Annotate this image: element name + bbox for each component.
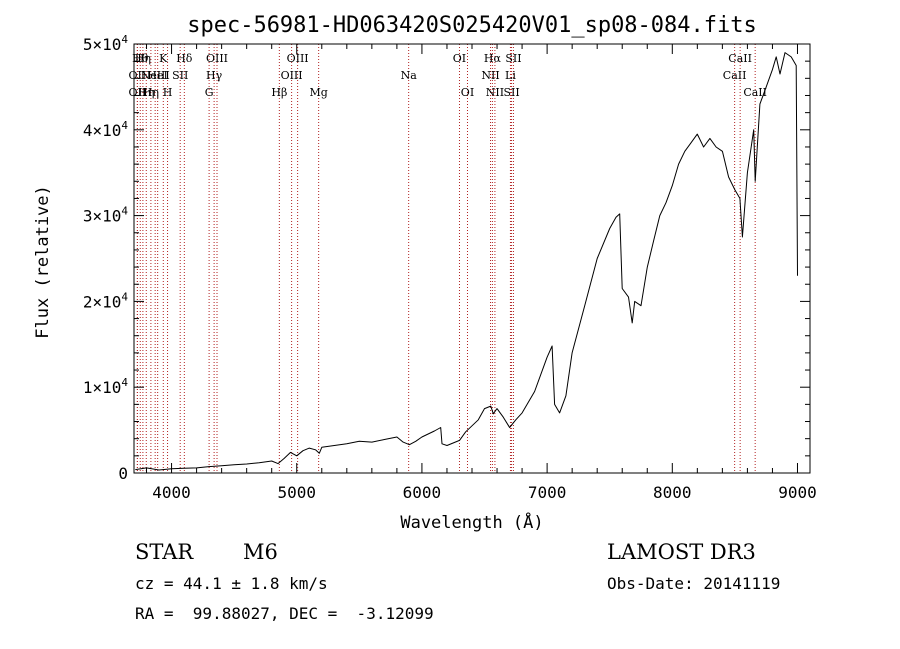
line-label-10: SII [172, 69, 188, 82]
x-axis-label: Wavelength (Å) [400, 511, 543, 533]
line-label-24: NII [486, 86, 504, 99]
observation-date: Obs-Date: 20141119 [607, 574, 781, 593]
spectrum-series [135, 52, 798, 471]
spectral-line-labels: OIIOIIHθHηHηHηNeIIIHeIKHSIIHδGHγOIIIHβOI… [129, 52, 767, 99]
line-label-8: K [159, 52, 168, 65]
tick-labels: 4000 5000 6000 7000 8000 9000 0 1×104 2×104 3×104… [83, 33, 817, 502]
line-label-25: Li [505, 69, 516, 82]
line-label-0: OII [129, 69, 147, 82]
line-label-23: Hα [484, 52, 502, 65]
line-label-29: CaII [728, 52, 752, 65]
line-label-18: Mg [309, 86, 327, 99]
line-label-26: SII [503, 86, 519, 99]
x-tick-label-3: 7000 [528, 483, 567, 502]
line-label-3: Hη [135, 52, 151, 65]
redshift-value: cz = 44.1 ± 1.8 km/s [135, 574, 328, 593]
line-label-17: OIII [287, 52, 309, 65]
y-axis-label: Flux (relative) [33, 185, 53, 339]
line-label-20: OI [453, 52, 466, 65]
line-label-1: OII [129, 86, 147, 99]
line-label-13: Hγ [206, 69, 223, 82]
x-tick-label-1: 5000 [277, 483, 316, 502]
line-label-7: HeI [147, 69, 167, 82]
x-tick-label-0: 4000 [152, 483, 191, 502]
axes-frame [133, 43, 811, 474]
line-label-22: NII [481, 69, 499, 82]
line-label-6: NeIII [141, 69, 170, 82]
line-label-9: H [163, 86, 173, 99]
y-tick-label-3: 3×104 [83, 205, 129, 226]
line-label-30: CaII [743, 86, 767, 99]
series-line-spectrum [135, 52, 798, 471]
sky-position: RA = 99.88027, DEC = -3.12099 [135, 604, 434, 623]
line-label-27: SII [505, 52, 521, 65]
y-tick-label-4: 4×104 [83, 119, 129, 140]
y-tick-label-1: 1×104 [83, 376, 129, 397]
object-class: STAR [135, 540, 194, 564]
line-label-2: Hθ [132, 52, 149, 65]
y-tick-label-0: 0 [118, 464, 128, 483]
x-tick-label-5: 9000 [778, 483, 817, 502]
object-subclass: M6 [243, 540, 278, 564]
line-label-16: OIII [281, 69, 303, 82]
y-tick-label-5: 5×104 [83, 33, 129, 54]
y-tick-label-2: 2×104 [83, 290, 129, 311]
line-label-15: Hβ [271, 86, 287, 99]
line-label-5: Hη [143, 86, 159, 99]
axis-ticks [134, 43, 810, 474]
line-label-21: OI [461, 86, 474, 99]
line-label-19: Na [401, 69, 418, 82]
line-label-11: Hδ [176, 52, 193, 65]
survey-name: LAMOST DR3 [607, 540, 756, 564]
spectral-line-markers [136, 44, 756, 473]
x-tick-label-2: 6000 [403, 483, 442, 502]
chart-title: spec-56981-HD063420S025420V01_sp08-084.f… [187, 13, 757, 38]
x-tick-label-4: 8000 [653, 483, 692, 502]
line-label-12: G [205, 86, 214, 99]
line-label-28: CaII [723, 69, 747, 82]
line-label-14: OIII [206, 52, 228, 65]
line-label-4: Hη [138, 86, 154, 99]
